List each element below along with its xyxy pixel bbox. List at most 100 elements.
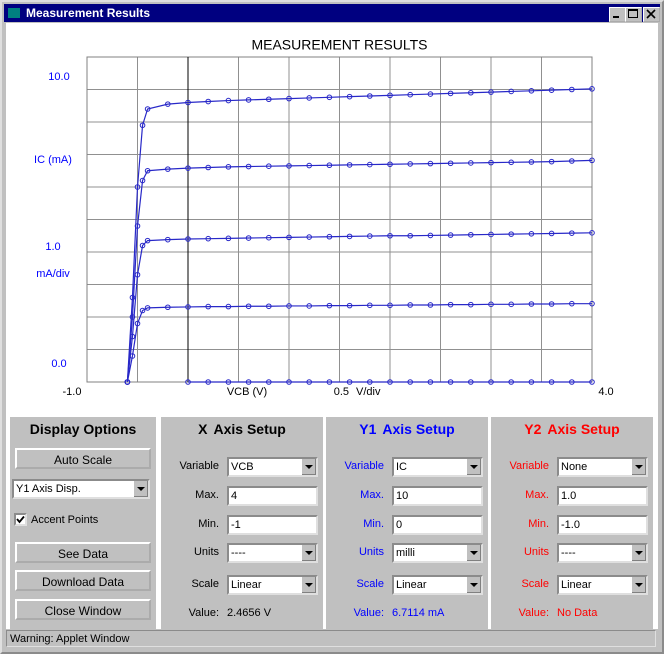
select-box[interactable]: Linear [557,575,648,595]
data-point [488,159,494,166]
dropdown-arrow [301,545,316,561]
text-input[interactable]: 1.0 [557,486,648,506]
field-value: Linear [396,579,427,591]
data-point [548,230,555,237]
close-button[interactable] [643,7,660,22]
data-point [548,87,555,93]
see-data-button[interactable]: See Data [15,542,151,563]
data-point [407,91,414,98]
data-point [139,307,146,314]
select-box[interactable]: None [557,457,648,477]
data-point [589,86,595,92]
axis-name: Y1 [359,421,377,437]
field-value: 1.0 [561,490,577,502]
data-point [488,379,494,385]
text-input[interactable]: 4 [227,486,318,506]
data-point [346,162,353,168]
value-label: Value: [353,607,384,619]
field-label: Min. [198,518,219,530]
field-value: Linear [561,579,592,591]
data-point [129,353,136,359]
dropdown-arrow [301,577,316,593]
data-point [306,379,313,385]
data-point [488,231,494,238]
y-axis-label: IC (mA) [34,154,72,166]
maximize-button[interactable] [625,7,642,22]
data-point [407,161,414,167]
data-point [185,304,191,310]
checkbox[interactable] [14,513,27,526]
data-point [266,379,272,385]
text-input[interactable]: 10 [392,486,483,506]
select-value: Y1 Axis Disp. [16,483,81,495]
data-point [367,161,373,168]
select-box[interactable]: milli [392,543,483,563]
auto-scale-button[interactable]: Auto Scale [15,448,151,469]
data-point [165,101,171,107]
field-value: milli [396,547,415,559]
value-label: Value: [188,607,219,619]
panel-title-text: Axis Setup [547,421,620,437]
check-mark [16,515,25,524]
x-division-unit: V/div [356,386,381,398]
data-point [134,320,141,327]
series-line [126,303,592,383]
select-box[interactable]: Linear [392,575,483,595]
data-point [528,231,535,237]
data-point [548,379,555,385]
select-box[interactable]: Linear [227,575,318,595]
data-point [134,271,141,278]
data-point [569,379,575,385]
data-point [447,160,454,167]
data-point [205,235,211,242]
download-data-button[interactable]: Download Data [15,570,151,591]
chart-title: MEASUREMENT RESULTS [251,37,427,53]
close-window-button[interactable]: Close Window [15,599,151,620]
field-value: -1 [231,519,241,531]
data-point [468,379,474,385]
axis-setup-panel: X Axis Setup Variable VCB Max. 4 Min. -1 Units --… [161,417,323,629]
data-point [225,164,232,170]
data-point [468,160,474,166]
data-point [205,379,211,385]
select-box[interactable]: IC [392,457,483,477]
data-point [367,302,373,309]
y-axis-display-select[interactable]: Y1 Axis Disp. [12,479,150,499]
data-point [387,92,393,99]
data-point [205,98,211,105]
data-point [225,235,232,242]
axis-name: Y2 [524,421,542,437]
app-icon [8,8,20,18]
data-point [306,234,313,240]
data-point [387,302,393,309]
data-point [367,233,373,239]
field-label: Scale [191,578,219,590]
data-point [589,230,595,236]
data-point [589,157,595,164]
panel-title: Display Options [29,421,137,437]
panel-title-text: Axis Setup [382,421,455,437]
data-point [589,300,595,307]
data-point [367,379,373,385]
select-box[interactable]: VCB [227,457,318,477]
title-bar: Measurement Results [4,4,660,22]
data-point [447,301,454,308]
value-text: 2.4656 V [227,607,272,619]
field-label: Units [523,546,549,558]
text-input[interactable]: -1 [227,515,318,535]
data-point [144,167,151,174]
select-box[interactable]: ---- [557,543,648,563]
text-input[interactable]: 0 [392,515,483,535]
field-value: 0 [396,519,403,531]
minimize-button[interactable] [609,7,626,22]
field-label: Scale [521,578,549,590]
field-value: ---- [561,547,576,559]
data-point [367,93,373,99]
select-box[interactable]: ---- [227,543,318,563]
status-bar: Warning: Applet Window [6,630,656,647]
field-label: Variable [179,460,219,472]
text-input[interactable]: -1.0 [557,515,648,535]
data-point [548,301,555,307]
